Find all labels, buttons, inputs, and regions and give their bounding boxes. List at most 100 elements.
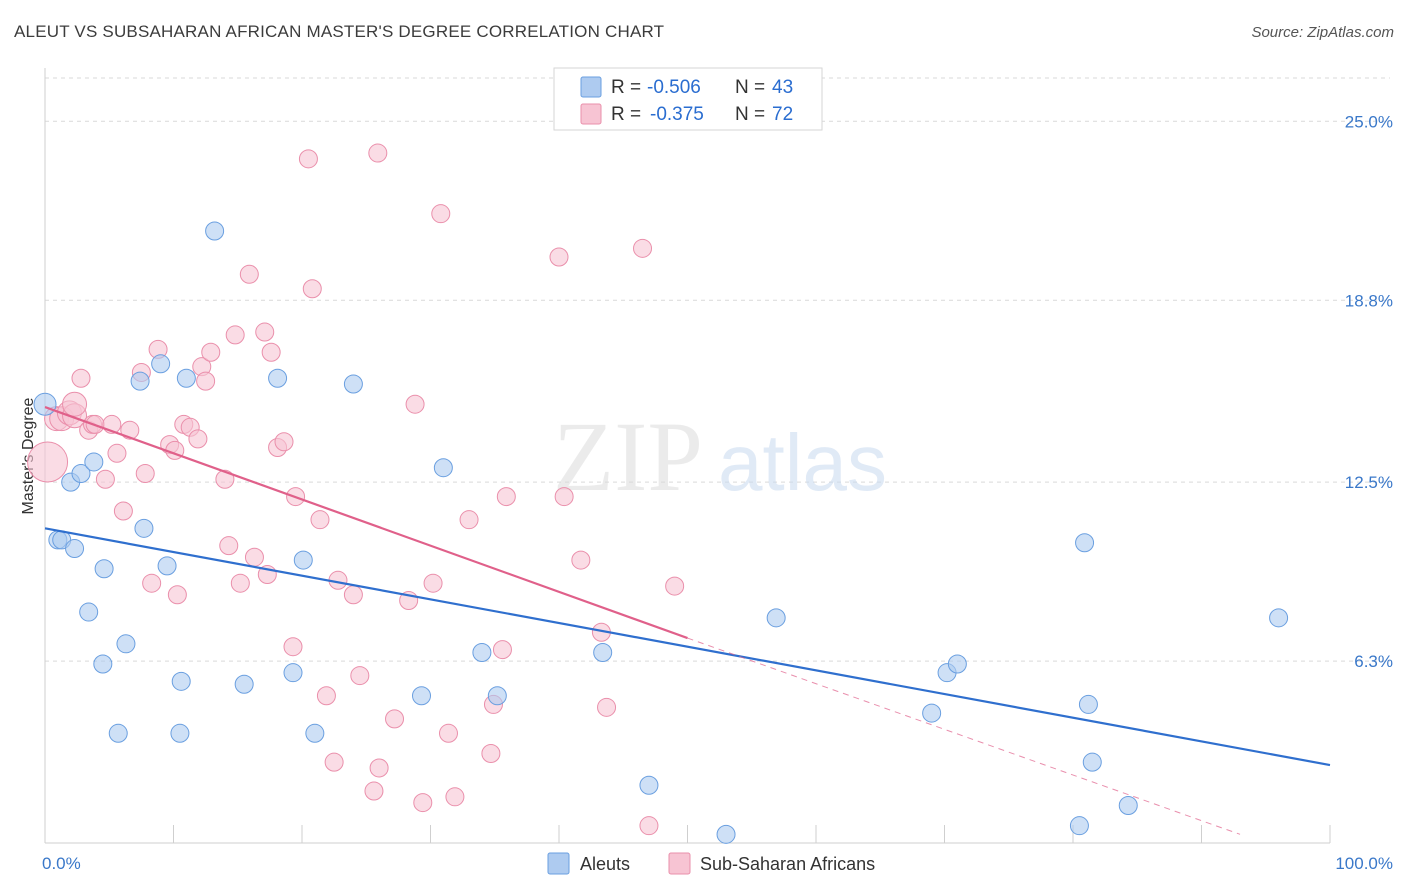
sub-saharan-point-59 bbox=[445, 787, 465, 807]
sub-saharan-point-36 bbox=[261, 342, 281, 362]
y-tick-labels: 6.3% 12.5% 18.8% 25.0% bbox=[1345, 112, 1393, 671]
aleut-point-41 bbox=[1118, 795, 1138, 815]
sub-saharan-point-52 bbox=[385, 709, 405, 729]
y-tick-label-0: 6.3% bbox=[1354, 652, 1393, 671]
aleut-point-11 bbox=[116, 634, 136, 654]
legend-n-label-2: N = bbox=[735, 104, 765, 125]
y-tick-label-2: 18.8% bbox=[1345, 291, 1393, 310]
sub-saharan-point-6 bbox=[71, 368, 91, 388]
aleut-point-7 bbox=[84, 452, 104, 472]
sub-saharan-point-16 bbox=[135, 463, 155, 483]
sub-saharan-point-14 bbox=[120, 420, 140, 440]
legend-r-label-2: R = bbox=[611, 104, 641, 125]
chart-title: ALEUT VS SUBSAHARAN AFRICAN MASTER'S DEG… bbox=[14, 22, 665, 41]
legend-swatch-aleuts bbox=[580, 76, 602, 98]
sub-saharan-point-51 bbox=[369, 758, 389, 778]
sub-saharan-point-12 bbox=[107, 443, 127, 463]
sub-saharan-point-50 bbox=[368, 143, 388, 163]
sub-saharan-point-33 bbox=[244, 547, 264, 567]
sub-saharan-point-0 bbox=[27, 441, 69, 483]
sub-saharan-points bbox=[27, 143, 685, 836]
y-tick-label-3: 25.0% bbox=[1345, 112, 1393, 131]
source-label: Source: ZipAtlas.com bbox=[1251, 24, 1394, 41]
aleut-point-10 bbox=[108, 723, 128, 743]
aleut-point-33 bbox=[766, 608, 786, 628]
sub-saharan-point-48 bbox=[350, 666, 370, 686]
aleut-point-31 bbox=[639, 775, 659, 795]
aleut-point-20 bbox=[234, 674, 254, 694]
aleut-point-15 bbox=[157, 556, 177, 576]
sub-saharan-point-69 bbox=[597, 697, 617, 717]
aleut-point-13 bbox=[134, 518, 154, 538]
sub-saharan-point-57 bbox=[431, 204, 451, 224]
legend-r-value-2: -0.375 bbox=[650, 104, 704, 125]
aleut-point-42 bbox=[1269, 608, 1289, 628]
aleut-point-28 bbox=[472, 642, 492, 662]
sub-saharan-point-64 bbox=[496, 487, 516, 507]
trend-lines bbox=[44, 406, 1331, 835]
aleut-point-17 bbox=[171, 671, 191, 691]
sub-saharan-point-21 bbox=[167, 585, 187, 605]
bottom-legend-swatch-aleuts bbox=[547, 852, 570, 875]
sub-saharan-point-71 bbox=[633, 238, 653, 258]
sub-saharan-trend-line bbox=[44, 406, 688, 640]
sub-saharan-point-26 bbox=[196, 371, 216, 391]
sub-saharan-point-38 bbox=[274, 432, 294, 452]
x-tick-labels: 0.0% 100.0% bbox=[42, 854, 1393, 873]
aleut-trend-line bbox=[44, 527, 1331, 767]
aleut-point-9 bbox=[94, 559, 114, 579]
sub-saharan-point-27 bbox=[201, 342, 221, 362]
sub-saharan-point-70 bbox=[639, 816, 659, 836]
x-tick-label-0: 0.0% bbox=[42, 854, 81, 873]
sub-saharan-point-32 bbox=[239, 264, 259, 284]
aleut-point-27 bbox=[433, 458, 453, 478]
sub-saharan-point-54 bbox=[405, 394, 425, 414]
sub-saharan-point-47 bbox=[343, 585, 363, 605]
sub-saharan-point-67 bbox=[571, 550, 591, 570]
sub-saharan-point-10 bbox=[95, 469, 115, 489]
y-tick-label-1: 12.5% bbox=[1345, 473, 1393, 492]
legend-n-label-1: N = bbox=[735, 77, 765, 98]
legend-top: R = -0.506 N = 43 R = -0.375 N = 72 bbox=[553, 67, 823, 131]
sub-saharan-point-28 bbox=[215, 469, 235, 489]
sub-saharan-point-63 bbox=[492, 640, 512, 660]
aleut-point-34 bbox=[922, 703, 942, 723]
aleut-point-38 bbox=[1075, 533, 1095, 553]
legend-bottom: Aleuts Sub-Saharan Africans bbox=[547, 852, 875, 875]
aleut-point-26 bbox=[412, 686, 432, 706]
aleut-point-21 bbox=[268, 368, 288, 388]
sub-saharan-point-55 bbox=[413, 793, 433, 813]
bottom-legend-sub-saharan: Sub-Saharan Africans bbox=[700, 854, 875, 874]
watermark-zip: ZIP bbox=[553, 401, 703, 512]
aleut-point-29 bbox=[487, 686, 507, 706]
sub-saharan-point-42 bbox=[302, 279, 322, 299]
aleut-point-18 bbox=[176, 368, 196, 388]
aleut-point-16 bbox=[170, 723, 190, 743]
x-tick-label-1: 100.0% bbox=[1335, 854, 1393, 873]
sub-saharan-trend-extension bbox=[687, 637, 1241, 835]
aleut-point-40 bbox=[1082, 752, 1102, 772]
legend-swatch-sub-saharan bbox=[580, 103, 602, 125]
sub-saharan-point-72 bbox=[665, 576, 685, 596]
sub-saharan-point-58 bbox=[438, 723, 458, 743]
grid-lines bbox=[45, 77, 1390, 662]
aleut-points bbox=[33, 221, 1289, 844]
watermark: ZIP atlas bbox=[553, 401, 887, 512]
sub-saharan-point-65 bbox=[549, 247, 569, 267]
sub-saharan-point-44 bbox=[316, 686, 336, 706]
sub-saharan-point-49 bbox=[364, 781, 384, 801]
bottom-legend-aleuts: Aleuts bbox=[580, 854, 630, 874]
aleut-point-25 bbox=[343, 374, 363, 394]
aleut-point-14 bbox=[151, 354, 171, 374]
aleut-point-5 bbox=[71, 463, 91, 483]
aleut-point-23 bbox=[293, 550, 313, 570]
sub-saharan-point-43 bbox=[310, 510, 330, 530]
sub-saharan-point-45 bbox=[324, 752, 344, 772]
sub-saharan-point-5 bbox=[62, 391, 88, 417]
aleut-point-8 bbox=[93, 654, 113, 674]
sub-saharan-point-24 bbox=[188, 429, 208, 449]
sub-saharan-point-61 bbox=[481, 744, 501, 764]
aleut-point-37 bbox=[1069, 816, 1089, 836]
aleut-point-0 bbox=[33, 392, 57, 416]
